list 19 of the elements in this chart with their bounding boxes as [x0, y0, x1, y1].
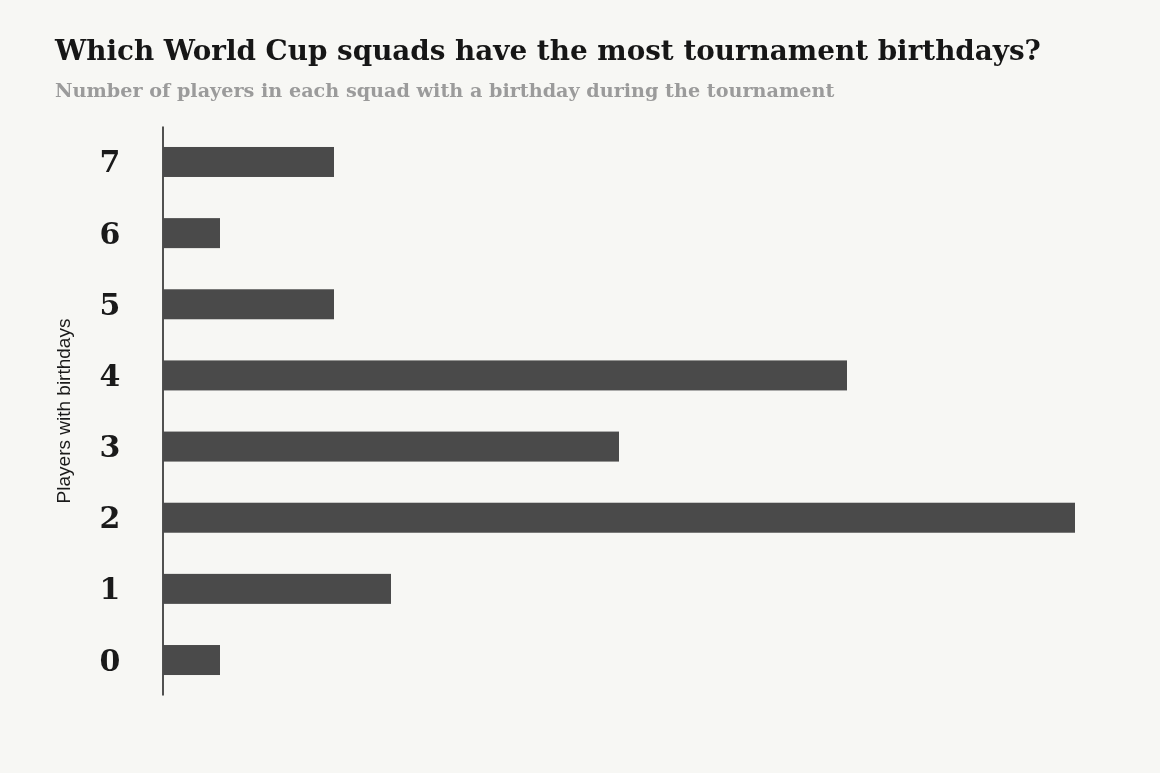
y-tick-label: 2 [99, 500, 121, 536]
y-axis-title: Players with birthdays [53, 318, 74, 504]
y-tick-label: 1 [99, 571, 121, 607]
bar [163, 573, 391, 604]
y-tick-label: 6 [99, 215, 121, 251]
bar [163, 289, 334, 320]
chart-subtitle: Number of players in each squad with a birthday during the tournament [55, 79, 835, 102]
bar [163, 146, 334, 177]
bar [163, 431, 619, 462]
chart-title: Which World Cup squads have the most tournament birthdays? [54, 34, 1041, 67]
bar [163, 218, 220, 249]
bar [163, 645, 220, 676]
bar [163, 360, 847, 391]
y-tick-label: 5 [99, 286, 121, 322]
y-tick-label: 4 [99, 357, 121, 393]
bar [163, 502, 1075, 533]
y-tick-label: 7 [99, 144, 121, 180]
y-tick-label: 0 [99, 642, 121, 678]
y-tick-label: 3 [99, 429, 121, 465]
